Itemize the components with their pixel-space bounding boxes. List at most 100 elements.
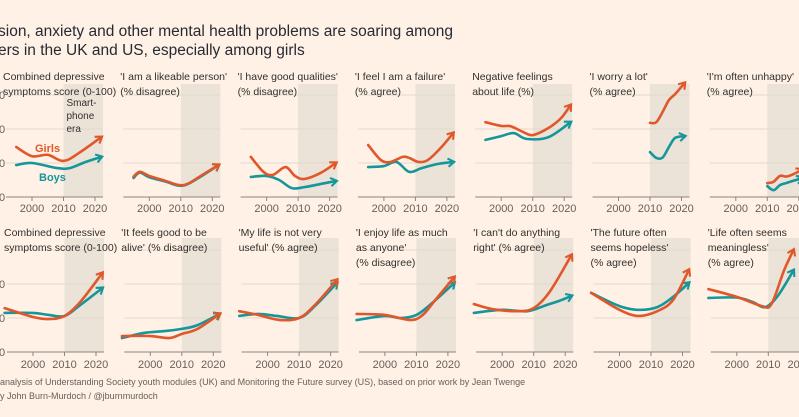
panel-title-line: right' (% agree): [473, 242, 544, 254]
panel-title-line: meaningless': [708, 242, 769, 254]
smartphone-era-shade: [416, 238, 456, 352]
boys-line: [766, 174, 799, 192]
x-tick-label: 2000: [489, 203, 513, 215]
panel-title-line: (% agree): [708, 257, 754, 269]
x-tick-label: 2010: [286, 203, 310, 215]
panel-1-7: 2000 2010 2020 'I'm often unhappy' (% agree): [707, 71, 799, 215]
panel-title-line: 'I can't do anything: [473, 227, 560, 239]
boys-line: [3, 286, 105, 318]
smartphone-era-shade: [532, 84, 573, 197]
x-tick-label: 2000: [373, 359, 397, 371]
x-tick-label: 2010: [756, 359, 780, 371]
girls-line: [366, 130, 456, 164]
x-tick-label: 2010: [170, 359, 194, 371]
panel-title-line: Combined depressive: [3, 71, 105, 83]
boys-line: [120, 311, 223, 340]
x-tick-label: 2000: [606, 203, 630, 215]
panel-title-line: (% disagree): [120, 86, 180, 98]
x-tick-label: 2010: [520, 203, 544, 215]
x-tick-label: 2000: [724, 203, 748, 215]
panel-title-line: 'My life is not very: [239, 227, 323, 239]
girls-line: [472, 252, 574, 313]
panel-title-line: 'Life often seems: [708, 227, 787, 239]
x-tick-label: 2020: [552, 203, 576, 215]
panel-title-line: (% agree): [707, 86, 753, 98]
girls-line: [132, 163, 222, 187]
smartphone-era-shade: [768, 238, 799, 352]
panel-title-line: Negative feelings: [472, 71, 553, 83]
panel-1-3: 2000 2010 2020 'I have good qualities' (% di…: [238, 71, 342, 215]
girls-line: [120, 312, 223, 340]
boys-line: [366, 157, 457, 174]
panel-2-7: 2000 2010 2020 'Life often seems meaningless…: [707, 227, 799, 371]
y-tick-label-fragment: 0: [0, 124, 5, 136]
boys-label: Boys: [39, 172, 66, 184]
y-tick-label-fragment: 0: [0, 347, 5, 359]
title-line-2: ers in the UK and US, especially among g…: [0, 42, 305, 59]
smartphone-era-shade: [651, 238, 691, 352]
panel-1-6: 2000 2010 2020 'I worry a lot' (% agree): [590, 71, 694, 215]
panel-1-4: 2000 2010 2020 'I feel I am a failure' (% ag…: [355, 71, 459, 215]
smartphone-era-shade: [181, 238, 222, 352]
x-tick-label: 2000: [138, 359, 162, 371]
x-tick-label: 2010: [755, 203, 779, 215]
x-tick-label: 2020: [200, 203, 224, 215]
panel-title-line: seems hopeless': [591, 242, 669, 254]
smartphone-era-label: era: [67, 124, 82, 135]
x-tick-label: 2000: [21, 359, 45, 371]
x-tick-label: 2000: [607, 359, 631, 371]
panel-title-line: 'I enjoy life as much: [356, 227, 448, 239]
girls-line: [707, 247, 797, 310]
y-tick-label-fragment: 0: [0, 313, 5, 325]
girls-line: [237, 277, 339, 322]
panel-2-2: 2000 2010 2020 'It feels good to be alive' (…: [120, 227, 226, 371]
boys-line: [648, 132, 688, 161]
x-tick-label: 2020: [84, 359, 108, 371]
x-tick-label: 2020: [317, 203, 341, 215]
chart-title: sion, anxiety and other mental health pr…: [0, 22, 453, 60]
boys-line: [484, 120, 573, 142]
panel-title-line: 'I have good qualities': [238, 71, 338, 83]
title-line-1: sion, anxiety and other mental health pr…: [0, 23, 453, 40]
girls-line: [648, 80, 687, 125]
panel-title-line: Combined depressive: [4, 227, 106, 239]
source-note: analysis of Understanding Society youth …: [0, 377, 526, 387]
x-tick-label: 2000: [490, 359, 514, 371]
girls-line: [766, 167, 799, 185]
panel-1-2: 2000 2010 2020 'I am a likeable person' (% d…: [120, 71, 227, 215]
smartphone-era-label: phone: [67, 111, 95, 122]
x-tick-label: 2010: [287, 359, 311, 371]
panel-title-line: (% agree): [591, 257, 637, 269]
x-tick-label: 2010: [639, 359, 663, 371]
x-tick-label: 2010: [169, 203, 193, 215]
x-tick-label: 2010: [404, 359, 428, 371]
girls-line: [249, 155, 339, 181]
panel-title-line: (% agree): [590, 86, 636, 98]
panel-title-line: symptoms score (0-100): [4, 242, 117, 254]
y-tick-label-fragment: 0: [0, 192, 5, 204]
panel-2-5: 2000 2010 2020 'I can't do anything right' (…: [472, 227, 577, 371]
panel-title-line: 'It feels good to be: [121, 227, 207, 239]
x-tick-label: 2000: [20, 203, 44, 215]
panel-title-line: 'I feel I am a failure': [355, 71, 445, 83]
panel-1-1: 2000 2010 2020 Combined depressive symptoms …: [0, 71, 116, 215]
x-tick-label: 2020: [318, 359, 342, 371]
x-tick-label: 2010: [521, 359, 545, 371]
x-tick-label: 2010: [638, 203, 662, 215]
smartphone-era-shade: [767, 84, 799, 197]
girls-line: [14, 135, 104, 163]
smartphone-era-shade: [64, 238, 104, 352]
panel-title-line: 'I worry a lot': [590, 71, 648, 83]
x-tick-label: 2020: [83, 203, 107, 215]
x-tick-label: 2020: [435, 203, 459, 215]
y-tick-label-fragment: 0: [0, 90, 5, 102]
credit-note: y John Burn-Murdoch / @jburnmurdoch: [0, 391, 158, 401]
panel-title-line: symptoms score (0-100): [3, 86, 116, 98]
x-tick-label: 2000: [372, 203, 396, 215]
panel-title-line: alive' (% disagree): [121, 242, 207, 254]
girls-label: Girls: [35, 143, 60, 155]
x-tick-label: 2010: [52, 359, 76, 371]
x-tick-label: 2000: [725, 359, 749, 371]
